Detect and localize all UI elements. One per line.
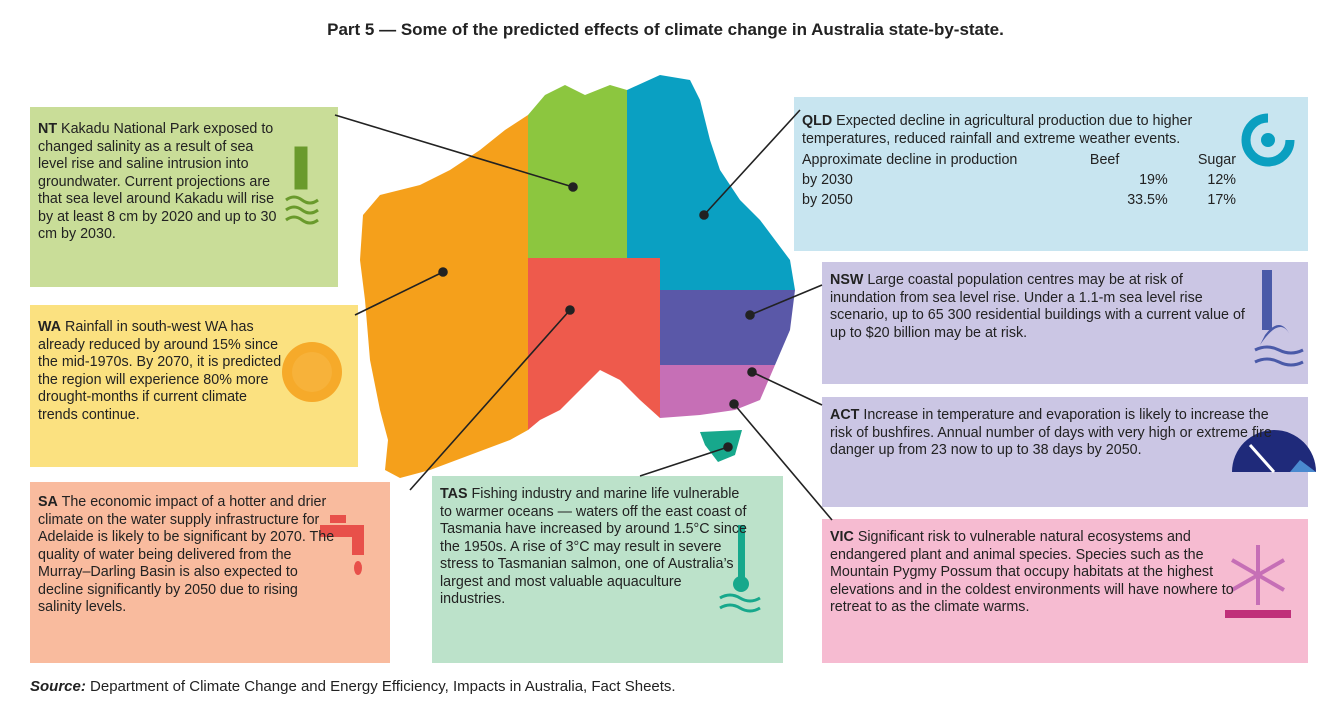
tas-box-bg bbox=[432, 476, 783, 663]
tas-region bbox=[700, 430, 742, 462]
leader-line bbox=[639, 446, 729, 477]
icon-snowflake bbox=[1225, 545, 1291, 618]
leader-line bbox=[751, 371, 823, 406]
tas-box: TAS Fishing industry and marine life vul… bbox=[432, 476, 758, 619]
wa-region bbox=[360, 115, 528, 478]
box-text: Significant risk to vulnerable natural e… bbox=[830, 529, 1234, 615]
leader-line bbox=[334, 114, 574, 188]
icon-cyclone bbox=[1241, 113, 1295, 167]
nt-box: NT Kakadu National Park exposed to chang… bbox=[30, 107, 292, 254]
leader-dot bbox=[565, 305, 575, 315]
qld-table: Approximate decline in production Beef Sug… bbox=[802, 150, 1236, 210]
state-label: TAS bbox=[440, 486, 468, 502]
icon-sun bbox=[282, 342, 342, 402]
table-cell: 19% bbox=[1139, 172, 1168, 188]
source: Source: Department of Climate Change and… bbox=[30, 678, 676, 695]
sa-box-bg bbox=[30, 482, 390, 663]
icon-water-level bbox=[285, 146, 319, 225]
nsw-box-bg bbox=[822, 262, 1308, 384]
leader-dot bbox=[747, 367, 757, 377]
qld-box-bg bbox=[794, 97, 1308, 251]
box-text: Fishing industry and marine life vulnera… bbox=[440, 486, 747, 607]
nt-box-bg bbox=[30, 107, 338, 287]
qld-box: QLD Expected decline in agricultural pro… bbox=[794, 97, 1244, 220]
nsw-region bbox=[660, 290, 795, 365]
state-label: WA bbox=[38, 319, 62, 335]
icon-sea-ruler bbox=[1254, 270, 1304, 367]
source-label: Source: bbox=[30, 678, 86, 695]
sa-box: SA The economic impact of a hotter and d… bbox=[30, 482, 350, 627]
leader-dot bbox=[745, 310, 755, 320]
table-cell: 33.5% bbox=[1127, 192, 1168, 208]
title: Part 5 — Some of the predicted effects o… bbox=[327, 20, 1004, 39]
state-label: SA bbox=[38, 494, 58, 510]
qld-region bbox=[627, 75, 795, 290]
leader-line bbox=[354, 271, 444, 316]
vic-region bbox=[660, 365, 775, 418]
box-text: The economic impact of a hotter and drie… bbox=[38, 494, 335, 615]
box-text: Rainfall in south-west WA has already re… bbox=[38, 319, 282, 423]
leader-dot bbox=[568, 182, 578, 192]
leader-line bbox=[409, 309, 571, 491]
box-text: Large coastal population centres may be … bbox=[830, 272, 1245, 341]
leader-line bbox=[749, 284, 823, 316]
table-header: Approximate decline in production bbox=[802, 152, 1018, 168]
sa-region bbox=[528, 258, 660, 430]
box-text: Expected decline in agricultural product… bbox=[802, 113, 1193, 147]
table-cell: 12% bbox=[1207, 172, 1236, 188]
nsw-box: NSW Large coastal population centres may… bbox=[822, 262, 1254, 352]
table-header: Beef bbox=[1089, 152, 1120, 168]
act-box: ACT Increase in temperature and evaporat… bbox=[822, 397, 1292, 470]
state-label: VIC bbox=[830, 529, 854, 545]
state-label: QLD bbox=[802, 113, 833, 129]
leader-line bbox=[733, 403, 833, 521]
leader-dot bbox=[723, 442, 733, 452]
table-cell: by 2050 bbox=[802, 192, 853, 208]
box-text: Increase in temperature and evaporation … bbox=[830, 407, 1272, 458]
leader-dot bbox=[729, 399, 739, 409]
table-header: Sugar bbox=[1197, 152, 1236, 168]
state-label: NSW bbox=[830, 272, 864, 288]
icon-fire-gauge bbox=[1232, 430, 1316, 473]
table-cell: 17% bbox=[1207, 192, 1236, 208]
nt-region bbox=[528, 85, 627, 258]
icon-tap bbox=[320, 515, 364, 575]
leader-line bbox=[703, 109, 801, 216]
leader-dot bbox=[438, 267, 448, 277]
source-text: Department of Climate Change and Energy … bbox=[90, 678, 676, 695]
box-text: Kakadu National Park exposed to changed … bbox=[38, 121, 277, 242]
wa-box: WA Rainfall in south-west WA has already… bbox=[30, 305, 290, 434]
act-box-bg bbox=[822, 397, 1308, 507]
state-label: NT bbox=[38, 121, 58, 137]
icon-thermometer bbox=[719, 525, 761, 613]
state-label: ACT bbox=[830, 407, 860, 423]
table-cell: by 2030 bbox=[802, 172, 853, 188]
leader-dot bbox=[699, 210, 709, 220]
vic-box: VIC Significant risk to vulnerable natur… bbox=[822, 519, 1242, 627]
vic-box-bg bbox=[822, 519, 1308, 663]
